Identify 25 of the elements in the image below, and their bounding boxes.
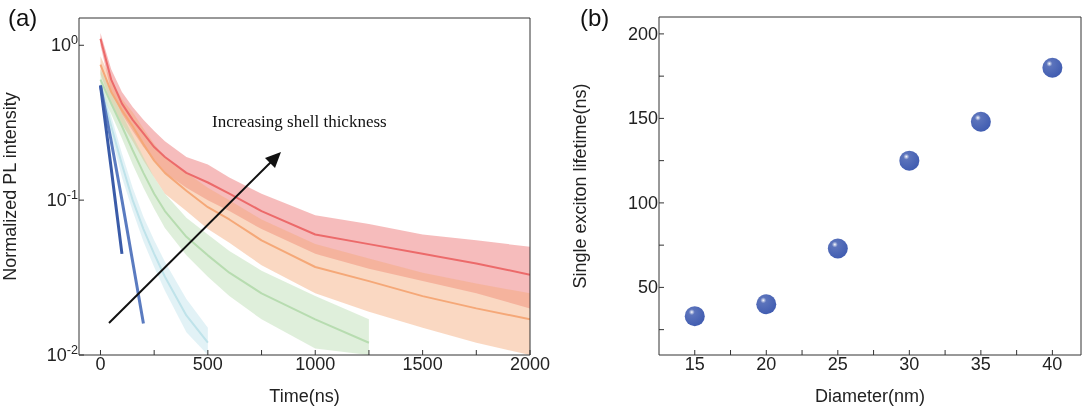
x-tick-label: 1000	[295, 354, 336, 374]
x-tick-label: 40	[1042, 354, 1063, 374]
y-tick-label: 10$^{0}$	[50, 33, 78, 56]
chart-title: (b)	[580, 4, 610, 32]
y-axis-title: Normalized PL intensity	[0, 92, 21, 281]
y-tick-label: 100	[627, 192, 658, 213]
x-axis-title: Diameter(nm)	[814, 386, 926, 406]
y-tick-label: 200	[627, 23, 658, 44]
x-tick-label: 35	[970, 354, 991, 374]
chart-title: (a)	[8, 4, 38, 32]
y-tick-label: 10$^{-1}$	[46, 188, 78, 211]
y-axis-title: Single exciton lifetime(ns)	[570, 83, 591, 289]
y-tick-label: 10$^{-2}$	[46, 343, 78, 365]
x-tick-label: 15	[684, 354, 705, 374]
x-tick-label: 2000	[509, 354, 551, 374]
x-axis-title: Time(ns)	[269, 386, 340, 406]
y-tick-label: 150	[627, 108, 658, 129]
x-tick-label: 500	[192, 354, 223, 374]
x-tick-label: 30	[899, 354, 920, 374]
x-tick-label: 1500	[402, 354, 443, 374]
x-tick-label: 0	[95, 354, 106, 374]
y-tick-label: 50	[637, 277, 658, 298]
x-tick-label: 25	[827, 354, 848, 374]
annotation: Increasing shell thickness	[212, 112, 387, 132]
x-tick-label: 20	[756, 354, 777, 374]
